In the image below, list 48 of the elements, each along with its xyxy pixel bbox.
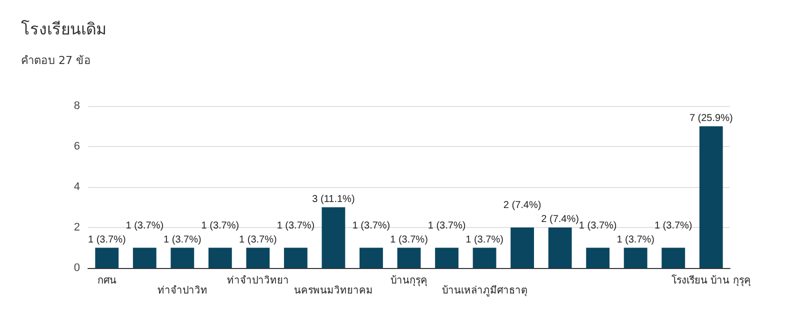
data-label: 1 (3.7%) [201, 220, 240, 232]
x-tick-label: บ้านเหล่าภูมีศาธาตุ [442, 284, 528, 296]
x-tick-label: นครพนมวิทยาคม [294, 286, 373, 296]
x-tick-label: ท่าจำปาวิทยา [226, 276, 289, 286]
bar [624, 248, 648, 268]
bar [510, 228, 534, 268]
data-label: 1 (3.7%) [578, 220, 617, 232]
data-label: 1 (3.7%) [239, 234, 277, 246]
data-label: 2 (7.4%) [541, 214, 579, 225]
data-label: 7 (25.9%) [689, 112, 733, 124]
x-tick-label: โรงเรียน บ้าน กุรุคุ [671, 274, 751, 286]
x-tick-label: ท่าจำปาวิท [157, 286, 208, 296]
bar [662, 248, 686, 268]
bar [132, 248, 156, 268]
bar [246, 248, 270, 268]
data-label: 1 (3.7%) [352, 220, 390, 232]
x-tick-label: บ้านกุรุคุ [390, 274, 428, 286]
data-label: 1 (3.7%) [428, 220, 466, 232]
data-label: 1 (3.7%) [276, 220, 315, 232]
bar [284, 248, 308, 268]
data-label: 1 (3.7%) [390, 234, 428, 246]
y-tick-label: 6 [74, 140, 80, 152]
data-label: 1 (3.7%) [164, 234, 202, 246]
bar [360, 248, 383, 268]
data-label: 2 (7.4%) [503, 200, 542, 211]
y-tick-label: 2 [74, 222, 80, 234]
y-tick-label: 0 [74, 262, 80, 274]
data-label: 1 (3.7%) [616, 234, 654, 246]
bar [397, 248, 421, 268]
bar [435, 248, 458, 268]
chart-title: โรงเรียนเดิม [21, 20, 107, 38]
bar [586, 248, 610, 268]
data-label: 1 (3.7%) [126, 220, 164, 232]
bar [699, 126, 723, 268]
bar [95, 248, 119, 268]
y-tick-label: 8 [74, 100, 80, 112]
chart-subtitle: คำตอบ 27 ข้อ [21, 54, 91, 67]
bar [322, 207, 346, 268]
data-label: 1 (3.7%) [654, 220, 692, 232]
bar [548, 228, 572, 268]
x-tick-label: กศน [97, 276, 116, 286]
bar [472, 248, 496, 268]
data-label: 1 (3.7%) [466, 234, 504, 246]
data-label: 1 (3.7%) [88, 234, 126, 246]
y-tick-label: 4 [74, 181, 80, 193]
bar [208, 248, 232, 268]
bar [170, 248, 194, 268]
data-label: 3 (11.1%) [312, 194, 355, 205]
